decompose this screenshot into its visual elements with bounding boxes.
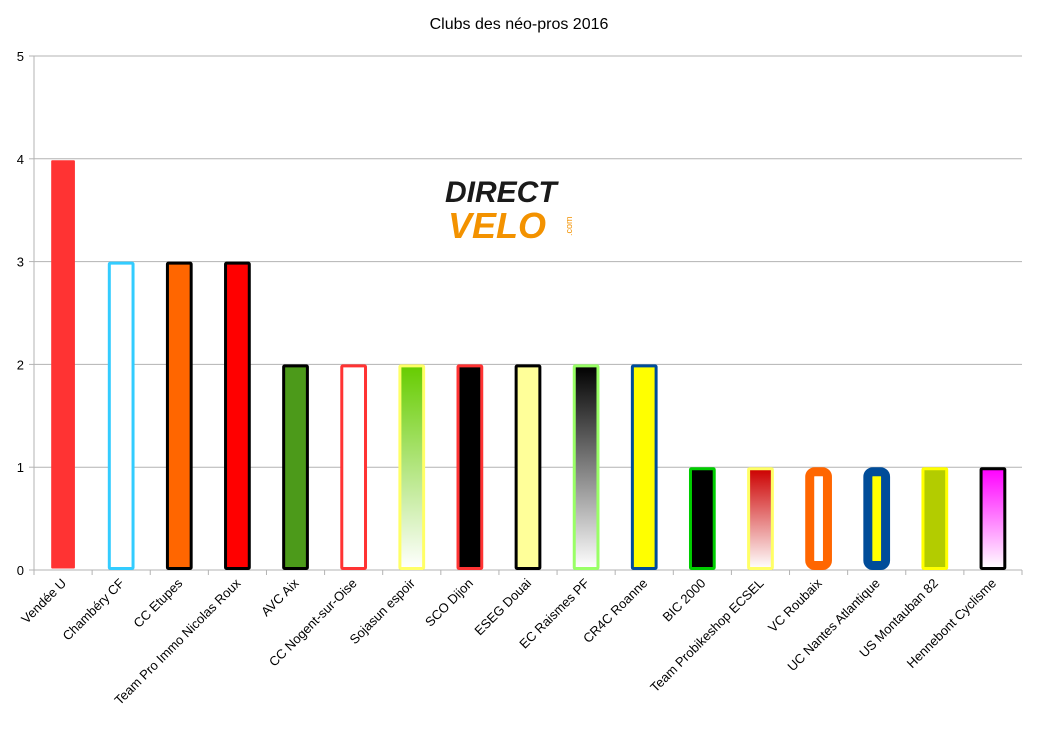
y-tick-label: 2 [17, 357, 24, 372]
y-tick-label: 0 [17, 563, 24, 578]
bar [107, 261, 135, 570]
bar [282, 364, 309, 570]
bar [921, 467, 949, 571]
x-tick-label: BIC 2000 [660, 576, 709, 625]
bar [51, 160, 75, 569]
bar [340, 364, 368, 570]
bar [805, 467, 832, 571]
y-tick-label: 3 [17, 255, 24, 270]
x-tick-label: ESEG Douai [471, 575, 534, 638]
bar [688, 467, 716, 571]
bar [630, 364, 658, 570]
x-tick-label: CC Etupes [130, 575, 185, 630]
bar [747, 467, 774, 571]
chart-title: Clubs des néo-pros 2016 [430, 16, 609, 33]
bar [398, 364, 426, 570]
y-tick-label: 1 [17, 460, 24, 475]
bar [456, 364, 484, 570]
y-tick-label: 5 [17, 49, 24, 64]
x-tick-label: AVC Aix [258, 575, 302, 619]
bar [863, 467, 891, 571]
directvelo-logo: DIRECT VELO .com [445, 176, 574, 246]
bars [51, 160, 1007, 571]
x-tick-label: Team Pro Immo Nicolas Roux [111, 575, 244, 708]
bar [165, 261, 193, 570]
bar [514, 364, 542, 570]
y-tick-labels: 0 1 2 3 4 5 [17, 49, 24, 578]
logo-line2: VELO [448, 205, 546, 246]
gridlines [34, 55, 1022, 468]
logo-suffix: .com [564, 216, 574, 236]
bar [572, 364, 600, 570]
bar [979, 467, 1007, 571]
logo-line1: DIRECT [445, 176, 559, 209]
x-tick-label: Vendée U [18, 576, 69, 627]
x-tick-label: Team Probikeshop ECSEL [647, 576, 766, 695]
bar [224, 261, 251, 570]
x-tick-label: VC Roubaix [765, 575, 825, 635]
x-tick-label: Chambéry CF [59, 575, 127, 643]
y-tick-label: 4 [17, 152, 24, 167]
x-tick-label: SCO Dijon [422, 576, 476, 630]
